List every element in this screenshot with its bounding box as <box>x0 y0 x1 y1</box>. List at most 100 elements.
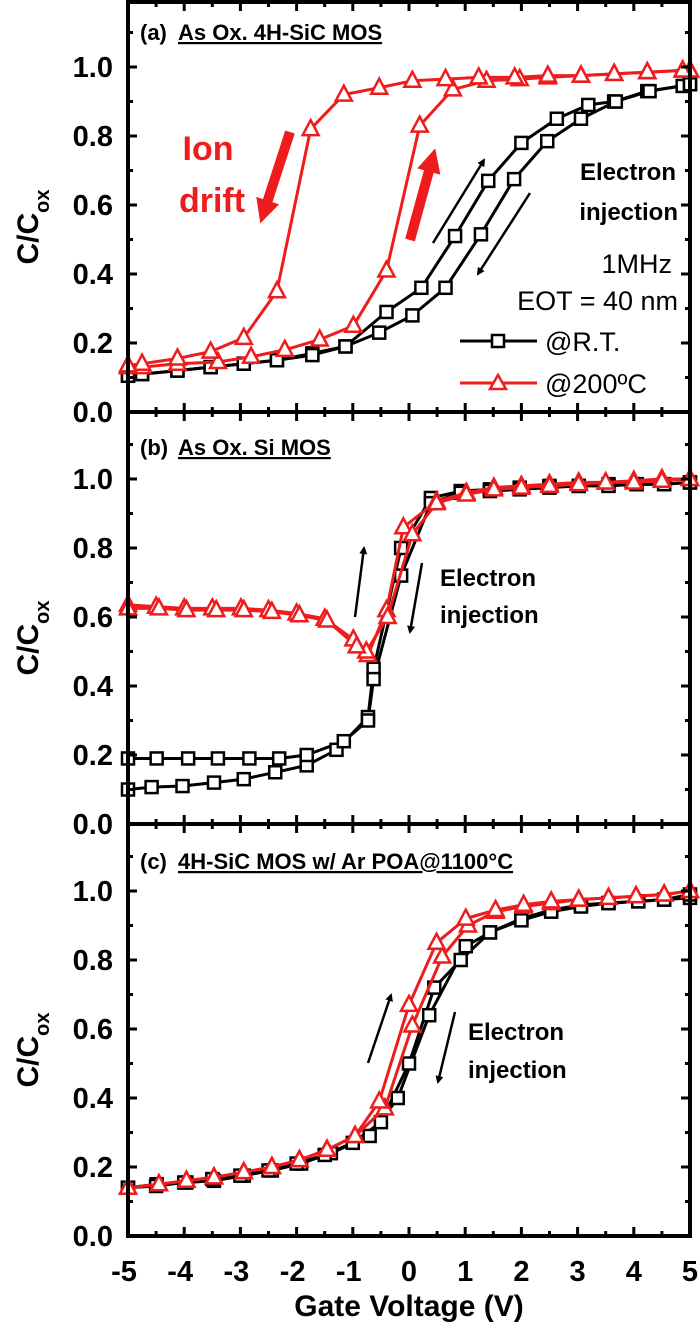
data-point-200c <box>343 314 364 333</box>
legend-hot-marker <box>487 372 509 391</box>
data-point-rt <box>438 280 453 296</box>
data-point-rt <box>473 227 489 242</box>
panel-b-prefix: (b) <box>140 435 168 460</box>
data-point-200c <box>402 69 423 89</box>
y-tick-label: 0.4 <box>73 1083 113 1115</box>
data-point-200c <box>537 63 558 83</box>
data-point-rt <box>271 751 287 766</box>
data-point-200c <box>568 887 589 907</box>
data-point-rt <box>299 747 314 763</box>
panel-c-title: 4H-SiC MOS w/ Ar POA@1100°C <box>178 849 513 874</box>
legend-rt-label: @R.T. <box>545 327 620 357</box>
data-point-200c <box>300 117 321 137</box>
x-tick-label: 4 <box>626 1256 642 1288</box>
y-axis-title-b: C/Cox <box>12 600 54 675</box>
data-point-rt <box>267 765 283 780</box>
y-tick-label: 0.2 <box>73 740 113 772</box>
x-axis-title: Gate Voltage (V) <box>294 1290 523 1323</box>
data-point-200c <box>261 600 282 620</box>
data-point-rt <box>149 751 164 766</box>
x-tick-label: -4 <box>167 1256 193 1288</box>
sweep-down-arrow-b <box>407 562 424 634</box>
data-point-200c <box>541 889 562 909</box>
data-point-200c <box>233 1160 254 1180</box>
data-point-200c <box>604 62 625 82</box>
y-tick-label: 0.6 <box>73 602 113 634</box>
data-point-200c <box>625 884 647 904</box>
data-point-200c <box>131 352 153 371</box>
y-tick-label: 1.0 <box>73 52 113 84</box>
data-point-rt <box>573 111 589 126</box>
data-point-200c <box>409 113 430 133</box>
data-point-200c <box>504 65 525 85</box>
electron-injection-label-a1: Electron <box>580 159 676 186</box>
data-point-rt <box>236 771 252 787</box>
data-point-200c <box>316 608 338 628</box>
data-point-200c <box>483 477 504 497</box>
data-point-200c <box>402 522 423 542</box>
data-point-rt <box>180 751 196 766</box>
data-point-200c <box>344 1124 366 1144</box>
data-point-rt <box>453 952 468 968</box>
data-point-rt <box>338 339 353 354</box>
ion-drift-down-arrow <box>256 130 295 224</box>
y-tick-label: 0.2 <box>73 1152 113 1184</box>
data-point-200c <box>309 327 330 347</box>
data-point-rt <box>506 171 522 187</box>
panel-b: 0.0 0.2 0.4 0.6 0.8 1.0 <box>73 410 700 841</box>
data-point-200c <box>377 605 398 625</box>
data-point-200c <box>432 944 453 964</box>
data-point-rt <box>447 228 463 244</box>
electron-injection-label-c1: Electron <box>468 1019 564 1046</box>
data-point-200c <box>393 515 414 535</box>
data-point-rt <box>210 751 226 766</box>
sweep-down-arrow-c <box>435 1011 457 1084</box>
electron-injection-label-b2: injection <box>440 602 539 629</box>
series-line-rt-sweep-2 <box>127 893 691 1190</box>
x-tick-label: 5 <box>682 1256 698 1288</box>
x-tick-label: 3 <box>570 1256 586 1288</box>
ion-drift-label-line1: Ion <box>183 130 234 168</box>
data-point-200c <box>233 598 254 618</box>
data-point-200c <box>200 339 221 359</box>
frequency-label: 1MHz <box>601 249 672 279</box>
x-tick-label: 1 <box>457 1256 473 1288</box>
data-point-200c <box>570 63 592 83</box>
data-point-200c <box>346 634 367 654</box>
data-point-200c <box>468 65 489 85</box>
data-point-rt <box>373 1114 389 1130</box>
data-point-rt <box>405 308 420 323</box>
data-point-rt <box>144 779 159 795</box>
legend-hot-label: @200ºC <box>545 369 647 399</box>
data-point-rt <box>514 913 529 928</box>
y-tick-label: 0.2 <box>73 328 113 360</box>
data-point-200c <box>148 1172 169 1192</box>
data-point-200c <box>672 58 693 78</box>
data-point-200c <box>167 346 188 366</box>
data-point-200c <box>456 482 477 502</box>
data-point-200c <box>289 1148 310 1168</box>
data-point-200c <box>261 1155 282 1175</box>
data-point-200c <box>595 470 616 490</box>
data-point-200c <box>654 882 675 902</box>
data-point-rt <box>175 778 190 794</box>
data-point-200c <box>598 886 619 906</box>
electron-injection-label-a2: injection <box>579 199 678 226</box>
y-tick-label: 0.8 <box>73 533 113 565</box>
data-point-200c <box>206 598 227 618</box>
data-point-200c <box>402 1013 423 1033</box>
y-tick-label: 0.8 <box>73 945 113 977</box>
y-tick-label: 0.6 <box>73 1014 113 1046</box>
data-point-rt <box>362 1128 377 1144</box>
data-point-200c <box>203 1165 225 1185</box>
data-point-rt <box>608 94 624 109</box>
y-axis-title-c: C/Cox <box>12 1012 54 1087</box>
data-point-200c <box>233 326 254 346</box>
data-point-200c <box>316 1138 338 1157</box>
data-point-200c <box>455 906 476 926</box>
data-point-rt <box>549 111 565 126</box>
data-point-rt <box>480 173 496 189</box>
y-tick-label: 1.0 <box>73 876 113 908</box>
x-tick-label: -5 <box>111 1256 137 1288</box>
